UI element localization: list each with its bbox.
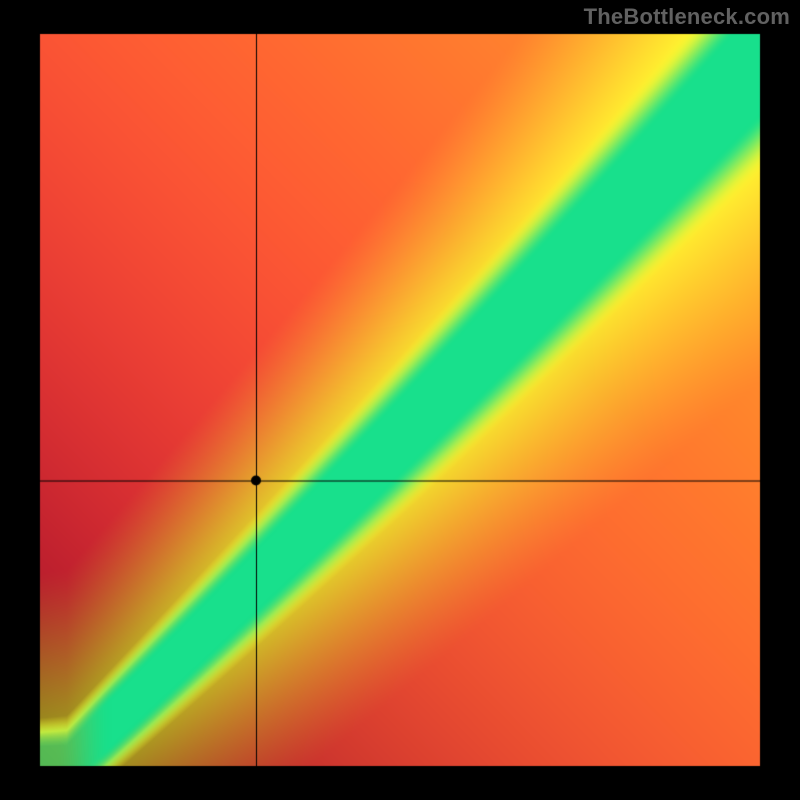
chart-root: { "watermark": "TheBottleneck.com", "can… [0,0,800,800]
watermark-text: TheBottleneck.com [584,4,790,30]
heatmap-canvas [0,0,800,800]
